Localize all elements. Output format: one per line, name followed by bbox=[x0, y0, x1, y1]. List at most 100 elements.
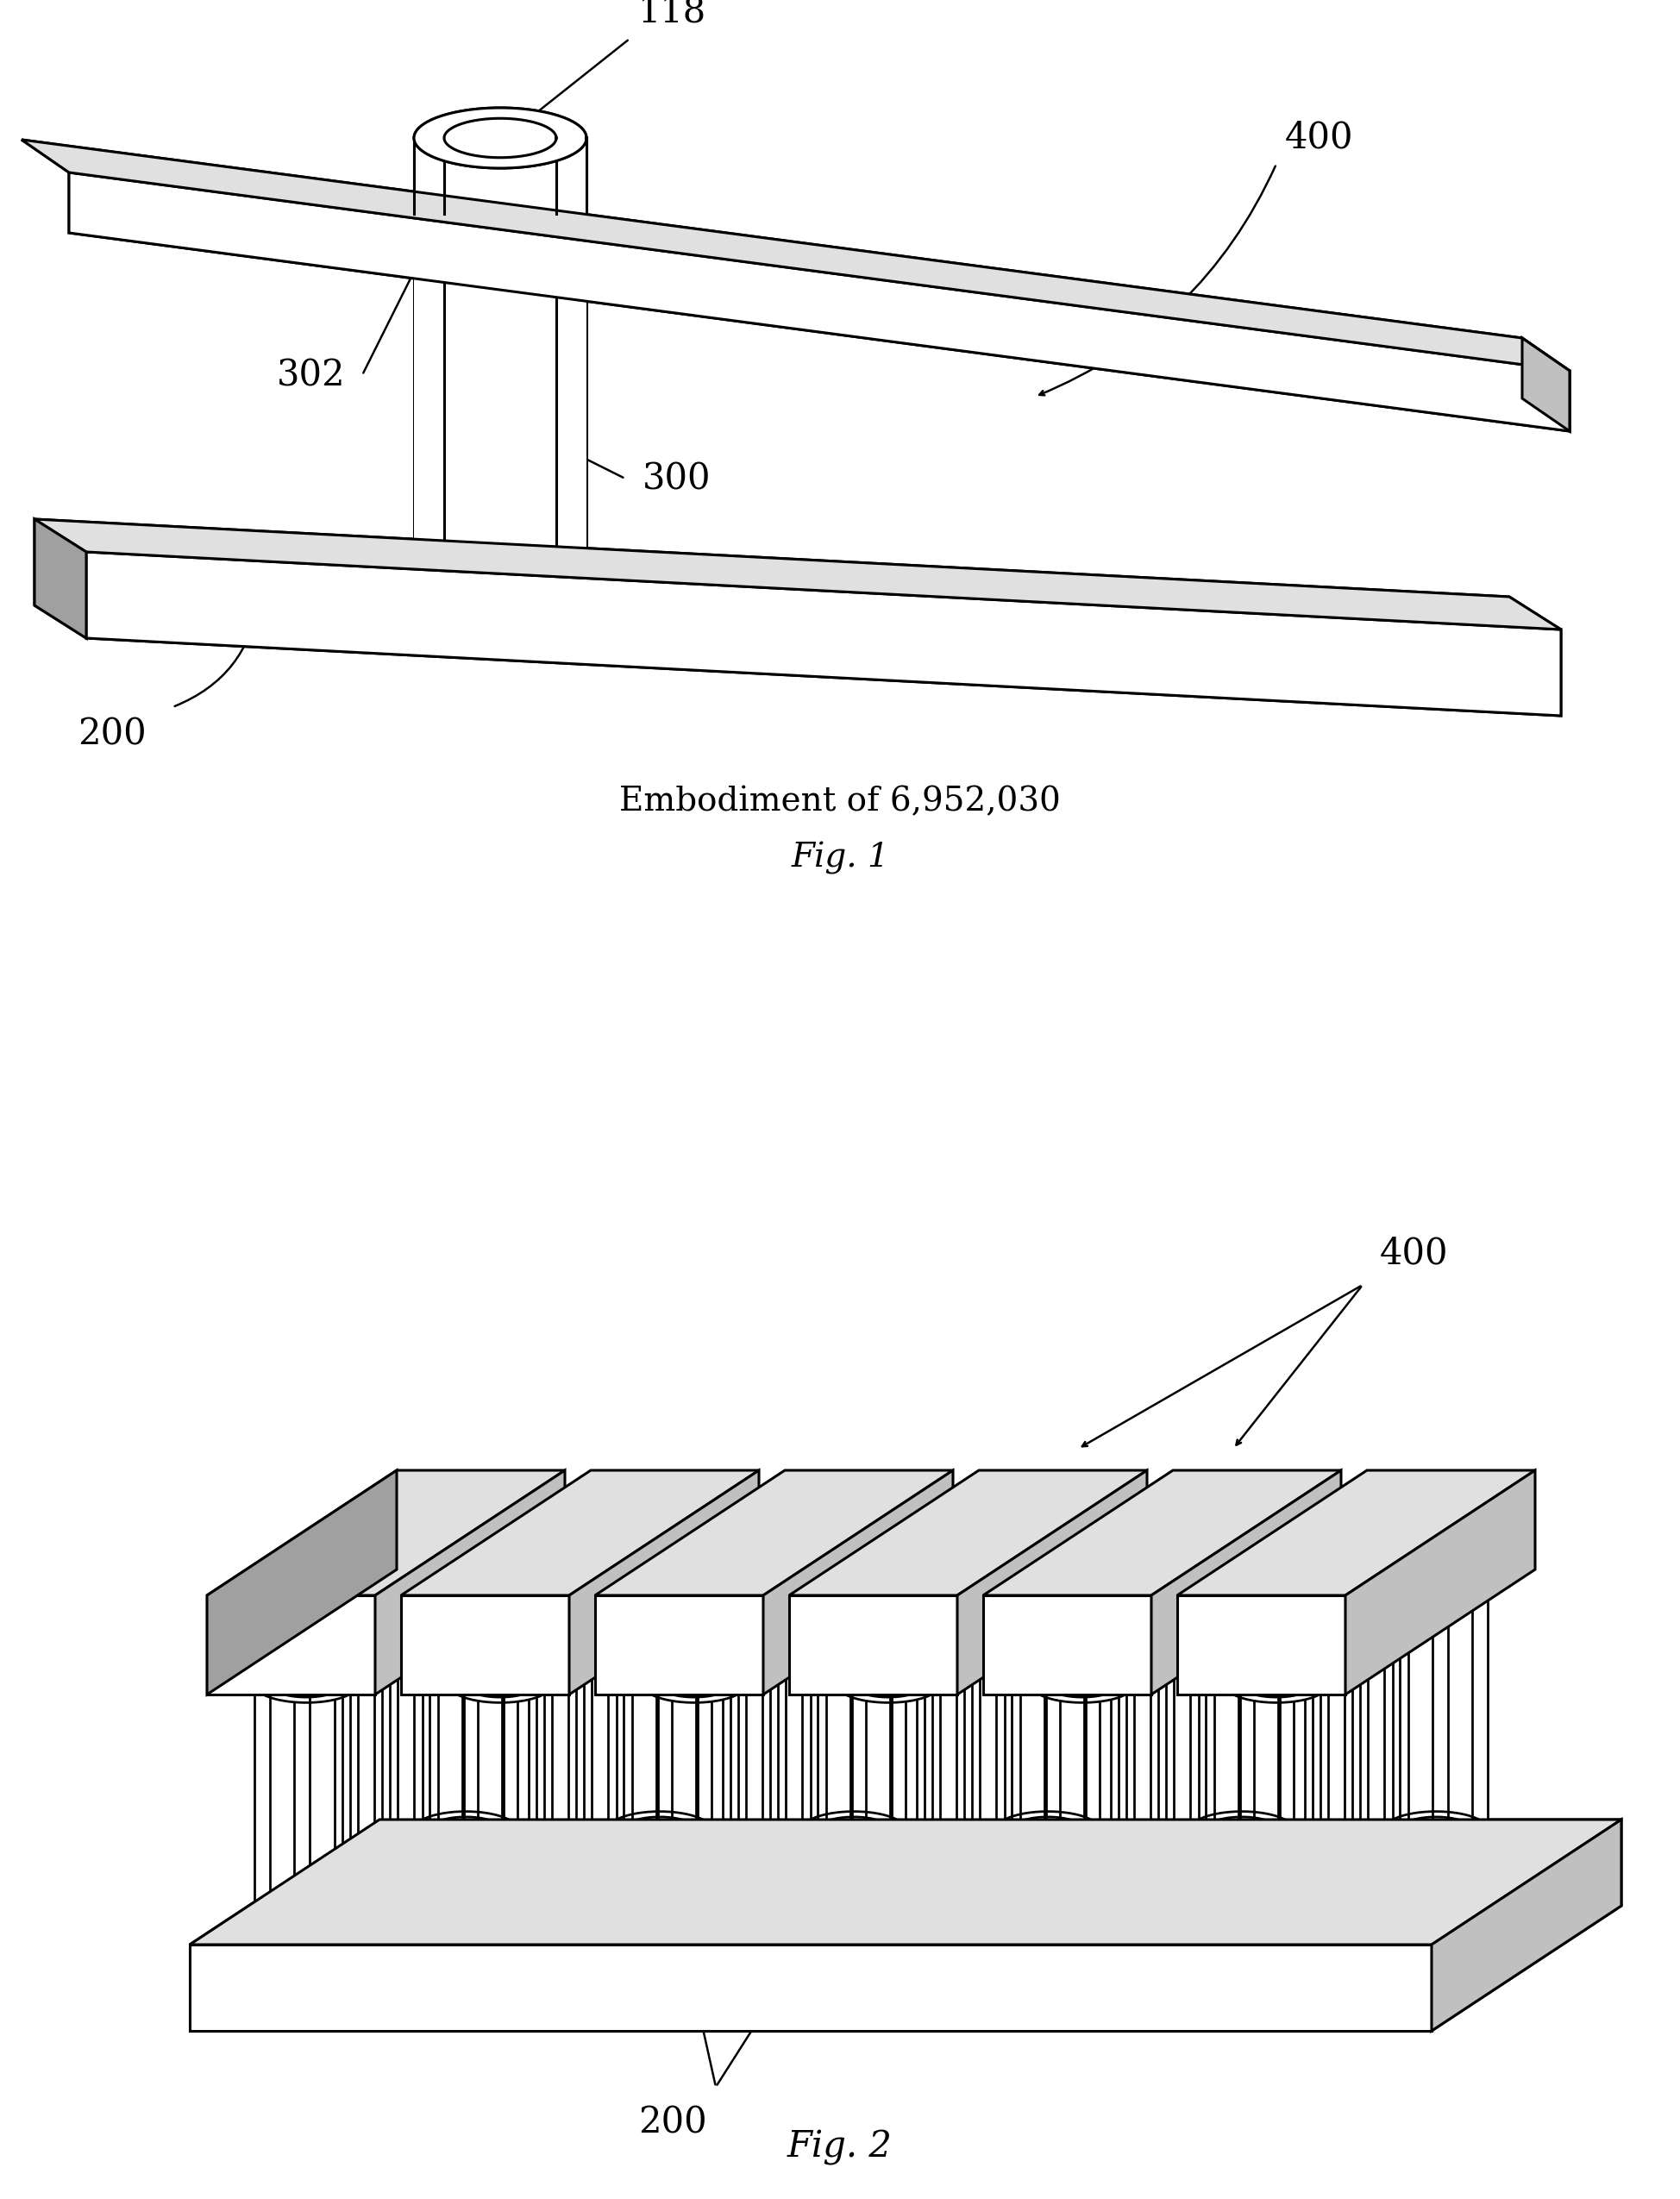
Polygon shape bbox=[916, 1614, 1020, 1649]
Polygon shape bbox=[444, 119, 556, 158]
Polygon shape bbox=[86, 552, 1561, 715]
Polygon shape bbox=[489, 1640, 591, 1676]
Polygon shape bbox=[1085, 1645, 1159, 1671]
Polygon shape bbox=[190, 1944, 1431, 2032]
Polygon shape bbox=[1126, 1618, 1198, 1645]
Text: Fig. 2: Fig. 2 bbox=[788, 2129, 892, 2166]
Text: 400: 400 bbox=[1285, 119, 1354, 156]
Polygon shape bbox=[430, 1568, 502, 1592]
Polygon shape bbox=[254, 1667, 358, 1702]
Polygon shape bbox=[190, 1944, 1431, 2032]
Polygon shape bbox=[1110, 1614, 1215, 1649]
Polygon shape bbox=[595, 1594, 763, 1695]
Polygon shape bbox=[738, 1618, 810, 1645]
Bar bbox=[956, 1605, 1060, 1856]
Text: Fig. 1: Fig. 1 bbox=[791, 842, 889, 875]
Polygon shape bbox=[1240, 1671, 1312, 1698]
Polygon shape bbox=[86, 552, 1561, 715]
Polygon shape bbox=[334, 1614, 438, 1649]
Polygon shape bbox=[790, 1471, 1147, 1594]
Polygon shape bbox=[444, 119, 556, 158]
Bar bbox=[682, 1658, 786, 1909]
Polygon shape bbox=[413, 1561, 517, 1599]
Polygon shape bbox=[659, 1671, 731, 1698]
Polygon shape bbox=[402, 1471, 759, 1594]
Polygon shape bbox=[207, 1471, 396, 1695]
Text: 300: 300 bbox=[642, 460, 711, 497]
Polygon shape bbox=[1522, 339, 1569, 431]
Text: 200: 200 bbox=[77, 715, 146, 752]
Polygon shape bbox=[1359, 1592, 1433, 1618]
Polygon shape bbox=[801, 1561, 906, 1599]
Text: 118: 118 bbox=[638, 0, 706, 31]
Polygon shape bbox=[682, 1640, 786, 1676]
Polygon shape bbox=[932, 1618, 1005, 1645]
Polygon shape bbox=[1304, 1614, 1408, 1649]
Bar bbox=[334, 1632, 438, 1882]
Polygon shape bbox=[1032, 1667, 1134, 1702]
Bar bbox=[568, 1605, 672, 1856]
Bar bbox=[1070, 1658, 1174, 1909]
Polygon shape bbox=[1011, 1568, 1084, 1592]
Polygon shape bbox=[294, 1640, 398, 1676]
Polygon shape bbox=[852, 1671, 924, 1698]
Polygon shape bbox=[270, 1671, 343, 1698]
Polygon shape bbox=[778, 1592, 850, 1618]
Polygon shape bbox=[1522, 339, 1569, 431]
Polygon shape bbox=[790, 1594, 958, 1695]
Polygon shape bbox=[35, 519, 1561, 629]
Polygon shape bbox=[1431, 1819, 1621, 2032]
Polygon shape bbox=[1280, 1645, 1352, 1671]
Polygon shape bbox=[1344, 1588, 1448, 1623]
Polygon shape bbox=[528, 1614, 632, 1649]
Polygon shape bbox=[464, 1671, 536, 1698]
Polygon shape bbox=[35, 519, 86, 638]
Polygon shape bbox=[763, 1588, 865, 1623]
Polygon shape bbox=[375, 1471, 564, 1695]
Polygon shape bbox=[207, 1471, 564, 1594]
Polygon shape bbox=[971, 1592, 1045, 1618]
Polygon shape bbox=[1384, 1561, 1487, 1599]
Polygon shape bbox=[1346, 1471, 1536, 1695]
Polygon shape bbox=[1151, 1471, 1341, 1695]
Bar bbox=[1189, 1579, 1294, 1830]
Polygon shape bbox=[504, 1645, 576, 1671]
Polygon shape bbox=[1047, 1671, 1119, 1698]
Polygon shape bbox=[390, 1592, 462, 1618]
Text: 400: 400 bbox=[1379, 1236, 1448, 1271]
Polygon shape bbox=[1431, 1819, 1621, 2032]
Bar bbox=[489, 1658, 591, 1909]
Bar bbox=[254, 1684, 358, 1935]
Polygon shape bbox=[190, 1819, 1621, 1944]
Polygon shape bbox=[623, 1568, 696, 1592]
Polygon shape bbox=[722, 1614, 827, 1649]
Bar bbox=[528, 1632, 632, 1882]
Polygon shape bbox=[22, 141, 1569, 372]
Bar bbox=[1110, 1632, 1215, 1882]
Bar bbox=[1225, 1684, 1329, 1935]
Polygon shape bbox=[697, 1645, 771, 1671]
Polygon shape bbox=[996, 1561, 1099, 1599]
Polygon shape bbox=[1151, 1588, 1253, 1623]
Bar bbox=[1384, 1579, 1487, 1830]
Polygon shape bbox=[892, 1645, 964, 1671]
Polygon shape bbox=[402, 1594, 570, 1695]
Polygon shape bbox=[1189, 1561, 1294, 1599]
Polygon shape bbox=[35, 519, 86, 638]
Polygon shape bbox=[349, 1618, 422, 1645]
Polygon shape bbox=[837, 1667, 941, 1702]
Bar bbox=[877, 1658, 979, 1909]
Bar bbox=[1344, 1605, 1448, 1856]
Bar bbox=[1032, 1684, 1134, 1935]
Polygon shape bbox=[22, 141, 1569, 372]
Polygon shape bbox=[877, 1640, 979, 1676]
Polygon shape bbox=[413, 108, 586, 167]
Polygon shape bbox=[544, 1618, 617, 1645]
Polygon shape bbox=[763, 1471, 953, 1695]
Polygon shape bbox=[608, 1561, 711, 1599]
Bar bbox=[763, 1605, 865, 1856]
Polygon shape bbox=[207, 1594, 375, 1695]
Polygon shape bbox=[642, 1667, 746, 1702]
Polygon shape bbox=[449, 1667, 553, 1702]
Bar bbox=[413, 139, 586, 611]
